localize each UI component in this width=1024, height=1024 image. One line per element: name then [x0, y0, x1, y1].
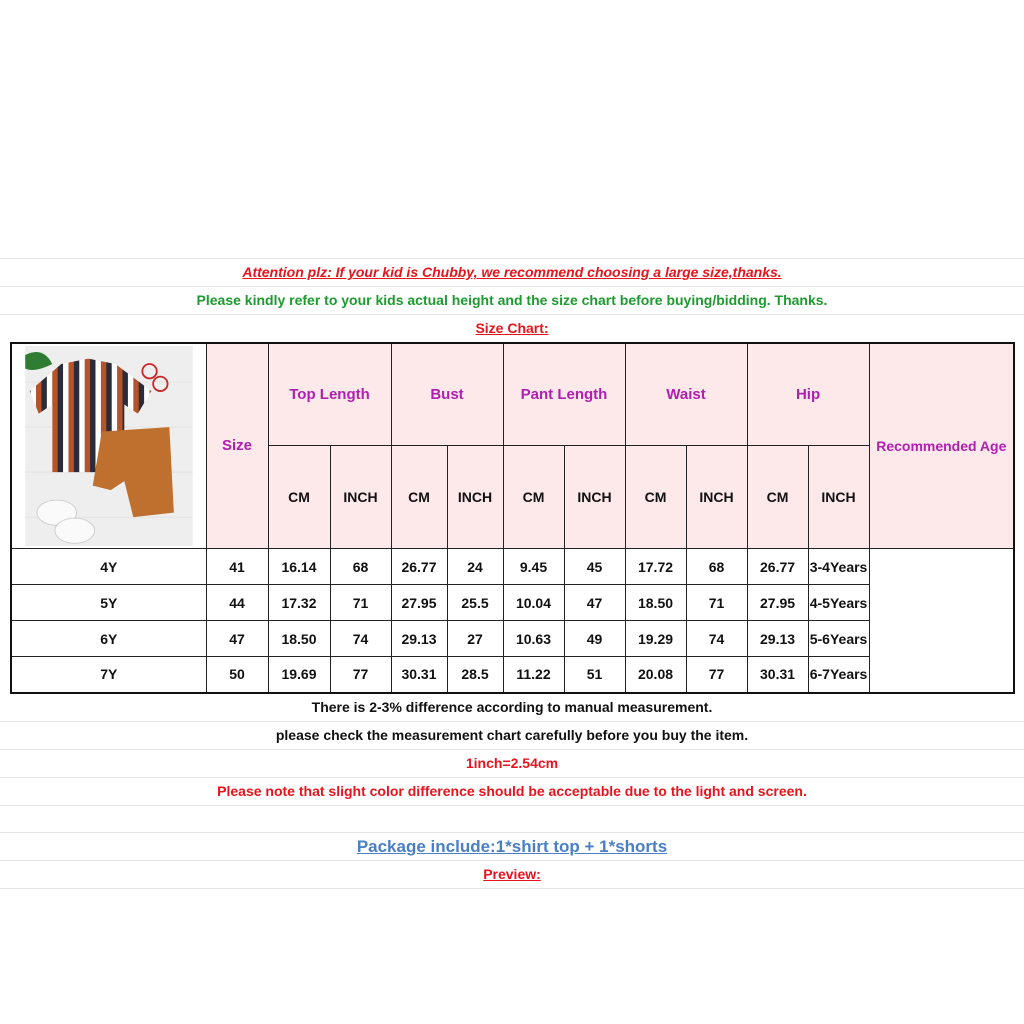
- value-cell: 30.31: [390, 656, 448, 693]
- age-cell: 4-5Years: [807, 584, 870, 621]
- value-cell: 19.29: [624, 620, 687, 657]
- value-cell: 27: [446, 620, 504, 657]
- size-cell: 6Y: [10, 620, 207, 657]
- attention-note: Attention plz: If your kid is Chubby, we…: [0, 258, 1024, 286]
- unit-header: INCH: [446, 445, 504, 549]
- striped-shirt-shorts-image: [24, 346, 193, 546]
- conversion-note: 1inch=2.54cm: [0, 748, 1024, 777]
- value-cell: 16.14: [267, 548, 331, 585]
- preview-label: Preview:: [0, 859, 1024, 888]
- color-note: Please note that slight color difference…: [0, 776, 1024, 805]
- difference-note: There is 2-3% difference according to ma…: [311, 698, 713, 715]
- unit-row: CM INCH CM INCH CM INCH CM INCH CM INCH: [11, 445, 1014, 549]
- bust-header: Bust: [390, 342, 504, 447]
- unit-header: CM: [267, 445, 331, 549]
- top-length-header: Top Length: [267, 342, 392, 447]
- value-cell: 50: [205, 656, 269, 693]
- hip-header: Hip: [746, 342, 870, 447]
- value-cell: 74: [329, 620, 392, 657]
- size-chart-label: Size Chart:: [0, 314, 1024, 342]
- size-cell: 5Y: [10, 584, 207, 621]
- check-note: please check the measurement chart caref…: [0, 720, 1024, 749]
- age-cell: 5-6Years: [807, 620, 870, 657]
- unit-header: CM: [390, 445, 448, 549]
- value-cell: 18.50: [267, 620, 331, 657]
- product-photo: [10, 342, 207, 549]
- age-cell: 6-7Years: [807, 656, 870, 693]
- value-cell: 74: [685, 620, 748, 657]
- unit-header: INCH: [329, 445, 392, 549]
- value-cell: 11.22: [502, 656, 565, 693]
- value-cell: 77: [329, 656, 392, 693]
- table-row: 4Y 41 16.14 68 26.77 24 9.45 45 17.72 68 26.77 3-4Y…: [10, 548, 1014, 585]
- table-row: 5Y 44 17.32 71 27.95 25.5 10.04 47 18.50 71 27.95 4…: [10, 584, 1014, 621]
- unit-header: INCH: [685, 445, 748, 549]
- value-cell: 68: [685, 548, 748, 585]
- value-cell: 9.45: [502, 548, 565, 585]
- gridline-row: [0, 887, 1024, 889]
- table-row: 6Y 47 18.50 74 29.13 27 10.63 49 19.29 74 29.13 5-6…: [10, 620, 1014, 657]
- value-cell: 17.32: [267, 584, 331, 621]
- size-header: Size: [205, 342, 269, 549]
- size-cell: 4Y: [10, 548, 207, 585]
- refer-note: Please kindly refer to your kids actual …: [0, 286, 1024, 314]
- value-cell: 28.5: [446, 656, 504, 693]
- value-cell: 77: [685, 656, 748, 693]
- value-cell: 26.77: [746, 548, 809, 585]
- value-cell: 25.5: [446, 584, 504, 621]
- empty-row: [0, 804, 1024, 832]
- value-cell: 29.13: [746, 620, 809, 657]
- page-content: Attention plz: If your kid is Chubby, we…: [0, 258, 1024, 889]
- age-header: Recommended Age: [868, 342, 1015, 549]
- unit-header: CM: [624, 445, 687, 549]
- value-cell: 24: [446, 548, 504, 585]
- value-cell: 17.72: [624, 548, 687, 585]
- unit-header: INCH: [807, 445, 870, 549]
- value-cell: 51: [563, 656, 626, 693]
- value-cell: 20.08: [624, 656, 687, 693]
- value-cell: 27.95: [390, 584, 448, 621]
- age-cell: 3-4Years: [807, 548, 870, 585]
- unit-header: CM: [746, 445, 809, 549]
- value-cell: 71: [685, 584, 748, 621]
- value-cell: 30.31: [746, 656, 809, 693]
- value-cell: 41: [205, 548, 269, 585]
- unit-header: CM: [502, 445, 565, 549]
- value-cell: 29.13: [390, 620, 448, 657]
- value-cell: 27.95: [746, 584, 809, 621]
- value-cell: 10.04: [502, 584, 565, 621]
- size-cell: 7Y: [10, 656, 207, 693]
- value-cell: 19.69: [267, 656, 331, 693]
- size-chart-table: Size Top Length Bust Pant Length Waist H…: [10, 342, 1016, 694]
- waist-header: Waist: [624, 342, 748, 447]
- value-cell: 45: [563, 548, 626, 585]
- value-cell: 18.50: [624, 584, 687, 621]
- value-cell: 10.63: [502, 620, 565, 657]
- value-cell: 71: [329, 584, 392, 621]
- table-row: 7Y 50 19.69 77 30.31 28.5 11.22 51 20.08 77 30.31 6…: [10, 656, 1014, 693]
- unit-header: INCH: [563, 445, 626, 549]
- value-cell: 47: [205, 620, 269, 657]
- pant-length-header: Pant Length: [502, 342, 626, 447]
- value-cell: 26.77: [390, 548, 448, 585]
- value-cell: 49: [563, 620, 626, 657]
- value-cell: 47: [563, 584, 626, 621]
- value-cell: 44: [205, 584, 269, 621]
- value-cell: 68: [329, 548, 392, 585]
- package-note: Package include:1*shirt top + 1*shorts: [0, 831, 1024, 860]
